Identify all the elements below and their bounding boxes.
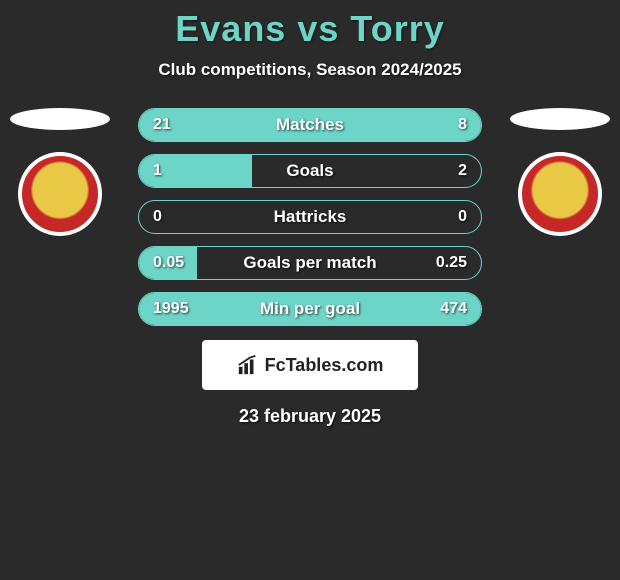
watermark-text: FcTables.com [265,355,384,376]
player-silhouette-left [10,108,110,130]
stat-label: Min per goal [260,299,360,319]
club-crest-left [18,152,102,236]
stat-value-left: 21 [153,116,171,134]
stat-value-right: 0.25 [436,254,467,272]
right-player-badge [510,108,610,236]
stat-fill-left [139,109,385,141]
page-title: Evans vs Torry [0,8,620,50]
player-silhouette-right [510,108,610,130]
stat-row: 0.05 Goals per match 0.25 [138,246,482,280]
stat-row: 0 Hattricks 0 [138,200,482,234]
stat-value-left: 0.05 [153,254,184,272]
stat-value-left: 1 [153,162,162,180]
chart-icon [237,354,259,376]
stat-label: Matches [276,115,344,135]
stat-value-right: 474 [440,300,467,318]
date-label: 23 february 2025 [0,406,620,427]
stat-value-right: 0 [458,208,467,226]
stat-row: 21 Matches 8 [138,108,482,142]
stat-label: Hattricks [274,207,347,227]
stat-value-right: 8 [458,116,467,134]
watermark: FcTables.com [202,340,418,390]
stat-value-left: 0 [153,208,162,226]
stat-value-right: 2 [458,162,467,180]
stat-row: 1 Goals 2 [138,154,482,188]
page-subtitle: Club competitions, Season 2024/2025 [0,60,620,80]
stat-row: 1995 Min per goal 474 [138,292,482,326]
stats-bars: 21 Matches 8 1 Goals 2 0 Hattricks 0 0.05 Goals pe… [138,108,482,326]
club-crest-right [518,152,602,236]
left-player-badge [10,108,110,236]
comparison-content: 21 Matches 8 1 Goals 2 0 Hattricks 0 0.05 Goals pe… [0,108,620,427]
stat-label: Goals [286,161,333,181]
stat-label: Goals per match [243,253,376,273]
stat-value-left: 1995 [153,300,189,318]
